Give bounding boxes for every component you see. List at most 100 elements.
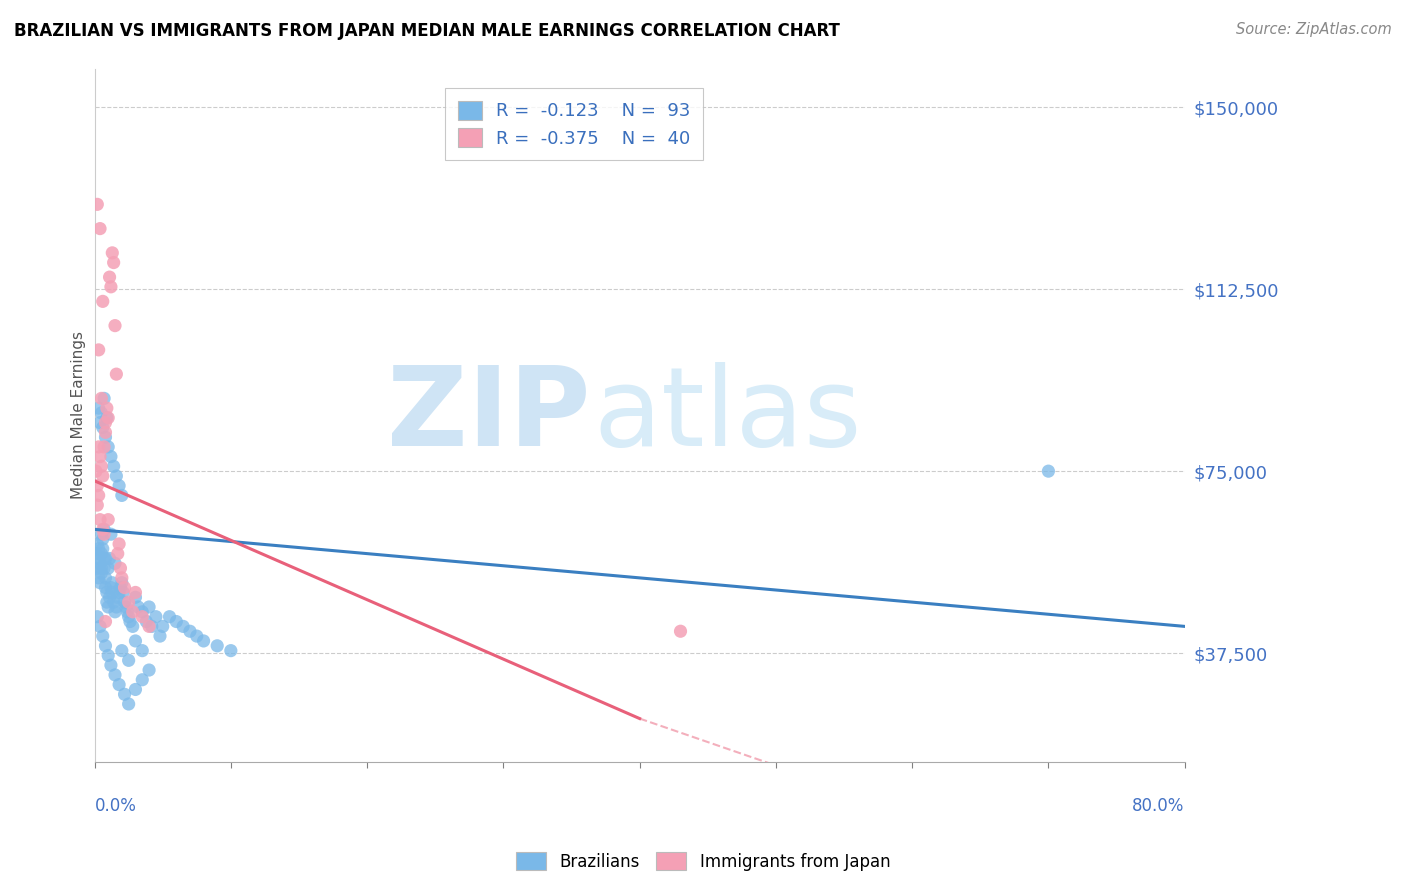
Point bbox=[100, 581, 122, 595]
Point bbox=[108, 537, 131, 551]
Point bbox=[1038, 464, 1060, 478]
Point bbox=[98, 551, 121, 566]
Point bbox=[114, 595, 136, 609]
Point bbox=[90, 566, 112, 580]
Point bbox=[94, 571, 117, 585]
Point bbox=[145, 609, 167, 624]
Point bbox=[91, 522, 114, 536]
Point bbox=[669, 624, 692, 639]
Point bbox=[86, 537, 108, 551]
Point bbox=[124, 634, 146, 648]
Point bbox=[96, 410, 118, 425]
Text: Source: ZipAtlas.com: Source: ZipAtlas.com bbox=[1236, 22, 1392, 37]
Point bbox=[91, 469, 114, 483]
Point bbox=[193, 634, 215, 648]
Point bbox=[117, 653, 139, 667]
Point bbox=[89, 450, 111, 464]
Point bbox=[96, 585, 118, 599]
Text: BRAZILIAN VS IMMIGRANTS FROM JAPAN MEDIAN MALE EARNINGS CORRELATION CHART: BRAZILIAN VS IMMIGRANTS FROM JAPAN MEDIA… bbox=[14, 22, 839, 40]
Point bbox=[114, 687, 136, 701]
Point bbox=[107, 591, 129, 605]
Point bbox=[97, 648, 120, 663]
Point bbox=[219, 643, 242, 657]
Point bbox=[103, 459, 125, 474]
Point bbox=[97, 440, 120, 454]
Point bbox=[90, 527, 112, 541]
Point bbox=[89, 221, 111, 235]
Point bbox=[94, 615, 117, 629]
Point bbox=[90, 561, 112, 575]
Point bbox=[101, 585, 124, 599]
Point bbox=[86, 609, 108, 624]
Point bbox=[117, 595, 139, 609]
Point bbox=[94, 551, 117, 566]
Point bbox=[108, 585, 131, 599]
Point bbox=[84, 547, 107, 561]
Point bbox=[117, 697, 139, 711]
Point bbox=[115, 599, 138, 614]
Point bbox=[112, 585, 135, 599]
Point bbox=[105, 599, 128, 614]
Point bbox=[108, 677, 131, 691]
Point bbox=[186, 629, 208, 643]
Point bbox=[84, 464, 107, 478]
Point bbox=[179, 624, 201, 639]
Point bbox=[159, 609, 181, 624]
Point bbox=[87, 440, 110, 454]
Point bbox=[94, 425, 117, 440]
Point bbox=[118, 615, 141, 629]
Point bbox=[89, 513, 111, 527]
Point bbox=[89, 575, 111, 590]
Point bbox=[121, 619, 143, 633]
Point bbox=[96, 595, 118, 609]
Text: atlas: atlas bbox=[593, 362, 862, 469]
Point bbox=[89, 619, 111, 633]
Point bbox=[94, 581, 117, 595]
Point bbox=[131, 673, 153, 687]
Point bbox=[138, 663, 160, 677]
Point bbox=[86, 197, 108, 211]
Point bbox=[98, 270, 121, 285]
Point bbox=[91, 541, 114, 556]
Point bbox=[124, 585, 146, 599]
Legend: R =  -0.123    N =  93, R =  -0.375    N =  40: R = -0.123 N = 93, R = -0.375 N = 40 bbox=[446, 88, 703, 161]
Point bbox=[93, 527, 115, 541]
Point bbox=[127, 599, 149, 614]
Point bbox=[138, 599, 160, 614]
Point bbox=[103, 595, 125, 609]
Point bbox=[104, 668, 127, 682]
Point bbox=[97, 561, 120, 575]
Point bbox=[90, 392, 112, 406]
Point bbox=[89, 416, 111, 430]
Point bbox=[104, 557, 127, 571]
Point bbox=[86, 561, 108, 575]
Point bbox=[86, 479, 108, 493]
Text: 0.0%: 0.0% bbox=[94, 797, 136, 815]
Point bbox=[97, 599, 120, 614]
Point bbox=[87, 343, 110, 357]
Text: 80.0%: 80.0% bbox=[1132, 797, 1185, 815]
Point bbox=[117, 609, 139, 624]
Point bbox=[90, 406, 112, 420]
Point bbox=[104, 605, 127, 619]
Point bbox=[110, 581, 132, 595]
Point bbox=[97, 513, 120, 527]
Point bbox=[100, 450, 122, 464]
Point bbox=[89, 557, 111, 571]
Point bbox=[105, 367, 128, 381]
Point bbox=[110, 561, 132, 575]
Point bbox=[104, 318, 127, 333]
Point bbox=[111, 643, 134, 657]
Point bbox=[91, 294, 114, 309]
Point bbox=[94, 639, 117, 653]
Legend: Brazilians, Immigrants from Japan: Brazilians, Immigrants from Japan bbox=[508, 844, 898, 880]
Point bbox=[90, 459, 112, 474]
Point bbox=[131, 643, 153, 657]
Point bbox=[141, 619, 163, 633]
Point bbox=[101, 245, 124, 260]
Point bbox=[93, 551, 115, 566]
Point bbox=[91, 420, 114, 434]
Point bbox=[138, 619, 160, 633]
Point bbox=[124, 682, 146, 697]
Point bbox=[98, 591, 121, 605]
